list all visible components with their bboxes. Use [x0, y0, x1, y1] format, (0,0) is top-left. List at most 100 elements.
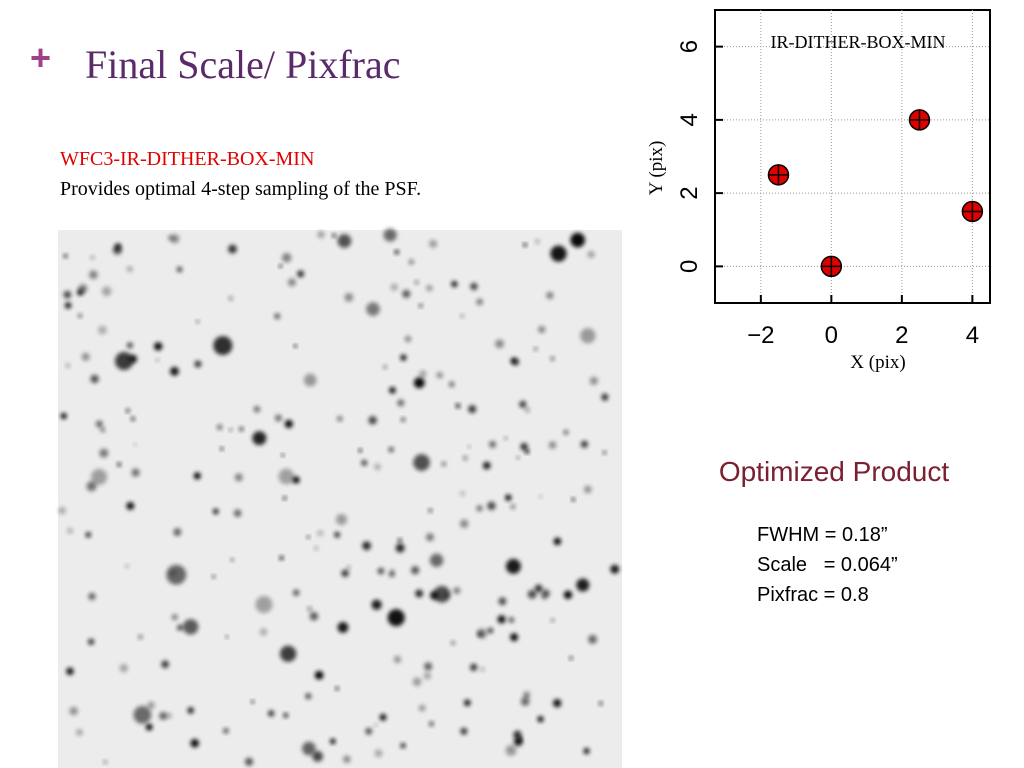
star [487, 627, 494, 634]
star [119, 664, 128, 673]
star [436, 371, 443, 379]
star [428, 508, 433, 513]
star [571, 497, 576, 502]
star [476, 628, 487, 639]
star [171, 614, 178, 621]
star [230, 557, 234, 562]
star [166, 712, 173, 719]
star [126, 266, 133, 273]
star [460, 727, 468, 735]
star [329, 738, 336, 745]
plot-frame [714, 9, 991, 304]
star [303, 373, 317, 387]
star [550, 245, 567, 262]
slide-title: Final Scale/ Pixfrac [85, 42, 400, 87]
star [455, 403, 461, 409]
star [332, 233, 336, 238]
star [166, 564, 187, 585]
star [524, 407, 530, 413]
star [505, 558, 521, 574]
star [374, 463, 381, 471]
star [374, 749, 383, 758]
star [418, 303, 423, 308]
star [78, 284, 88, 294]
image-background [58, 230, 622, 768]
star [414, 280, 419, 285]
star [337, 234, 352, 248]
star [366, 302, 380, 316]
star [482, 461, 491, 470]
star [397, 399, 405, 407]
star [550, 356, 555, 361]
data-point [908, 109, 931, 131]
star [103, 760, 108, 764]
star-field-image [58, 228, 622, 768]
star [88, 592, 96, 601]
star [126, 501, 135, 510]
star [292, 476, 300, 484]
star [534, 239, 540, 245]
star [553, 537, 562, 546]
x-tick-label: −2 [747, 322, 774, 349]
star [337, 622, 349, 633]
x-axis-label: X (pix) [850, 352, 905, 373]
star [282, 496, 287, 500]
star [77, 313, 83, 318]
data-point [767, 164, 790, 186]
star [133, 705, 152, 724]
star [550, 618, 555, 623]
star [100, 427, 106, 433]
star [487, 501, 496, 511]
star [538, 495, 542, 499]
star [548, 441, 557, 449]
star [297, 270, 305, 278]
star [394, 249, 400, 255]
star [115, 351, 134, 371]
star [524, 449, 530, 454]
star [81, 352, 90, 361]
star [516, 456, 520, 460]
star [274, 414, 282, 422]
y-axis-label: Y (pix) [646, 141, 667, 196]
star [533, 347, 538, 351]
star [346, 565, 351, 570]
star [570, 232, 585, 248]
pattern-name: WFC3-IR-DITHER-BOX-MIN [60, 148, 314, 170]
star [498, 597, 507, 606]
star [505, 745, 517, 756]
star [587, 250, 595, 258]
star [128, 354, 138, 364]
star [228, 244, 237, 254]
star [278, 468, 295, 485]
star [193, 472, 201, 480]
star [177, 624, 184, 631]
star [173, 528, 182, 537]
star [334, 531, 341, 538]
star [569, 656, 573, 660]
star [408, 259, 415, 265]
star [373, 723, 378, 727]
star [505, 494, 512, 501]
star [335, 513, 348, 526]
star [448, 381, 455, 388]
star [520, 697, 530, 706]
star [365, 727, 373, 735]
star [368, 416, 377, 425]
star [411, 566, 420, 575]
star [489, 440, 497, 448]
star [598, 701, 603, 706]
star [415, 589, 424, 598]
star [476, 298, 483, 306]
star [584, 485, 592, 494]
star [610, 564, 620, 574]
star [99, 448, 109, 458]
star [252, 431, 267, 446]
star [259, 628, 268, 636]
star [133, 443, 137, 447]
star [86, 481, 97, 492]
stat-line: Scale = 0.064” [757, 554, 898, 576]
star [343, 755, 351, 764]
star [153, 342, 163, 351]
star [314, 546, 319, 551]
